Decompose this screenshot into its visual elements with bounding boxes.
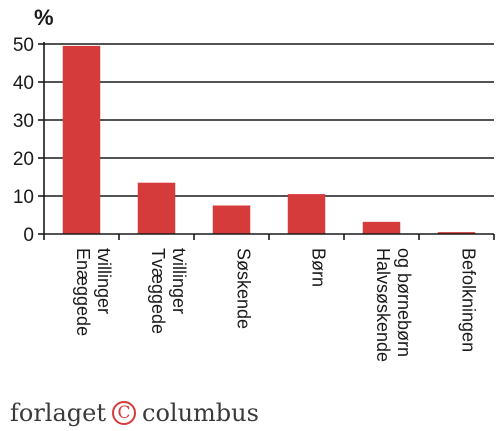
bar [287,194,326,234]
category-label: Børn [309,248,329,287]
category-label: Søskende [234,248,254,329]
bar [437,232,476,234]
y-tick-label: 20 [13,149,34,170]
y-tick-label: 30 [13,111,34,132]
y-tick-label: 10 [13,187,34,208]
category-label: tvillinger [94,248,114,314]
category-label: Befolkningen [459,248,479,352]
category-label: Enæggede [73,248,93,336]
category-label: Halvsøskende [373,248,393,362]
copyright-icon: C [112,401,136,425]
publisher-logo: forlaget C columbus [10,396,259,430]
bar [212,205,251,234]
bars [62,45,476,235]
gridlines [44,43,494,197]
category-label: Tvæggede [148,248,168,334]
unit-label: % [34,5,54,30]
bar [62,45,101,235]
publisher-name-right: columbus [142,399,259,427]
category-labels: Enæggede tvillinger Tvæggede tvillinger Søsk… [73,248,479,362]
publisher-name-left: forlaget [10,399,106,427]
bar [362,221,401,234]
y-tick-label: 0 [23,225,34,246]
y-tick-label: 40 [13,73,34,94]
category-label: og børnebørn [394,248,414,357]
bar [137,182,176,234]
y-tick-label: 50 [13,35,34,56]
axes: 0 10 20 30 40 50 [13,35,495,246]
category-label: tvillinger [169,248,189,314]
